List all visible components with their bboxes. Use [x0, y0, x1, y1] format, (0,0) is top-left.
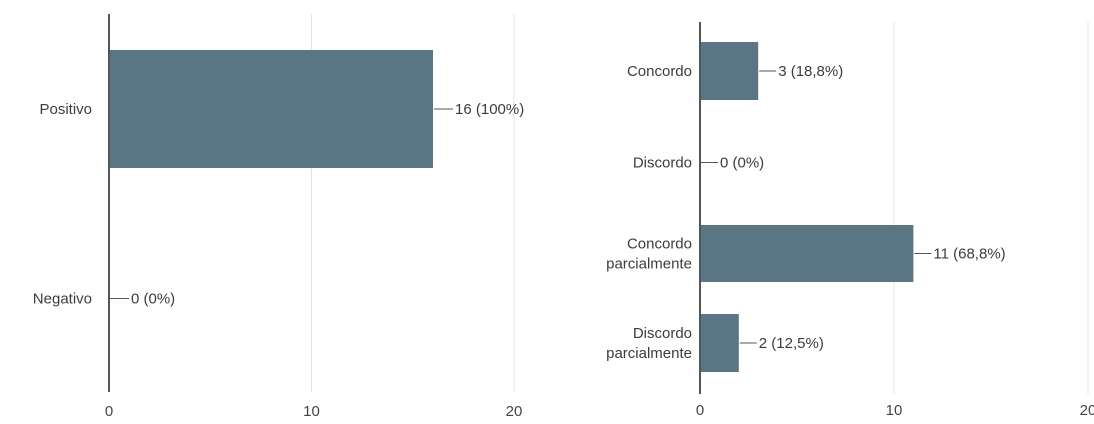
category-label: Discordo: [633, 155, 692, 172]
chart-agreement: 0 10 20 3 (18,8%) Concordo 0 (0%) Discordo 11 (…: [606, 22, 1094, 419]
category-label: Concordo: [627, 63, 692, 80]
x-tick-label: 0: [105, 403, 113, 420]
bar: [700, 225, 914, 282]
data-label: 11 (68,8%): [933, 246, 1005, 263]
category-label: Discordo: [633, 325, 692, 342]
category-label: Positivo: [39, 101, 92, 118]
category-label: parcialmente: [606, 256, 692, 273]
bar: [700, 314, 739, 372]
x-tick-label: 20: [506, 403, 523, 420]
category-label: parcialmente: [606, 345, 692, 362]
category-label: Negativo: [33, 291, 92, 308]
data-label: 0 (0%): [131, 291, 175, 308]
bar: [109, 50, 433, 168]
data-label: 2 (12,5%): [759, 335, 824, 352]
x-tick-label: 10: [886, 402, 903, 419]
chart-feedback: 0 10 20 16 (100%) Positivo 0 (0%) Negativo: [33, 14, 524, 420]
data-label: 3 (18,8%): [778, 63, 843, 80]
x-tick-label: 20: [1080, 402, 1094, 419]
x-tick-label: 0: [696, 402, 704, 419]
data-label: 16 (100%): [455, 101, 524, 118]
x-tick-label: 10: [303, 403, 320, 420]
category-label: Concordo: [627, 236, 692, 253]
bar: [700, 42, 759, 100]
data-label: 0 (0%): [720, 155, 764, 172]
